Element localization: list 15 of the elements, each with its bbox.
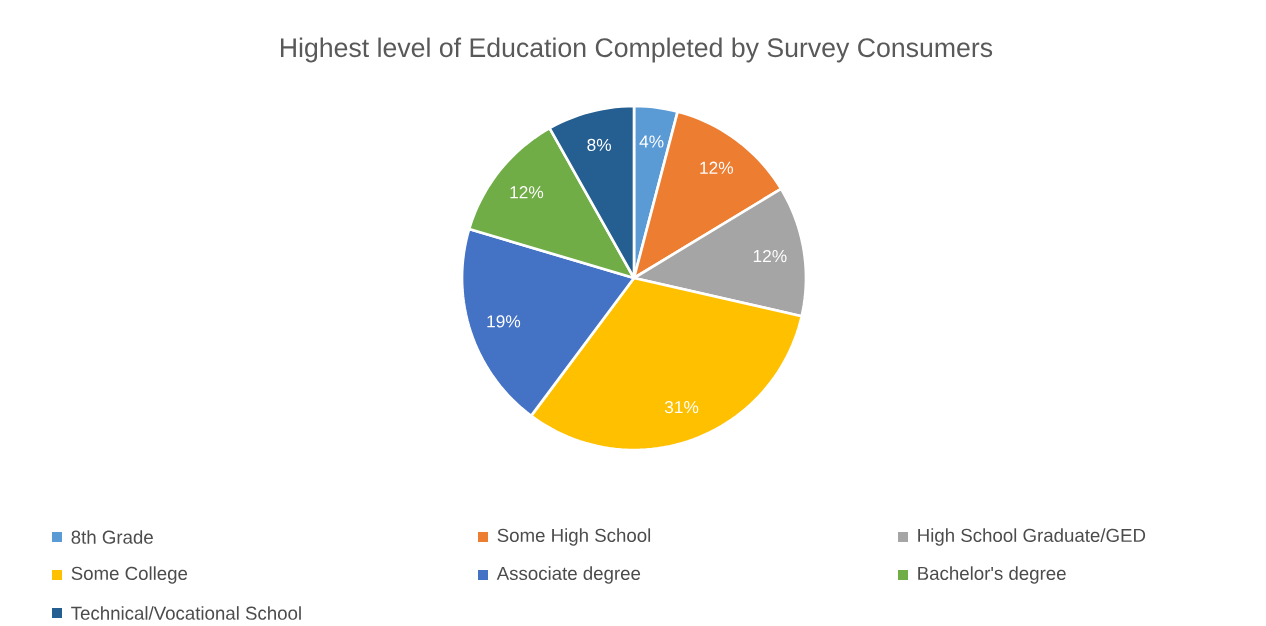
legend-label: Technical/Vocational School [71,606,301,620]
data-label: 19% [487,315,521,328]
legend-label: Some High School [497,528,651,546]
legend-label: High School Graduate/GED [918,528,1146,546]
legend-label: Some College [71,566,188,584]
chart-title: Highest level of Education Completed by Survey Consumers [280,37,993,63]
data-label: 31% [664,400,699,414]
legend-label: 8th Grade [71,530,153,544]
data-label: 12% [753,249,787,263]
data-label: 12% [510,186,544,199]
data-label: 8% [587,138,612,152]
data-label: 4% [639,135,664,148]
data-label: 12% [700,161,734,174]
legend-label: Bachelor's degree [918,566,1066,584]
legend-label: Associate degree [496,566,641,584]
